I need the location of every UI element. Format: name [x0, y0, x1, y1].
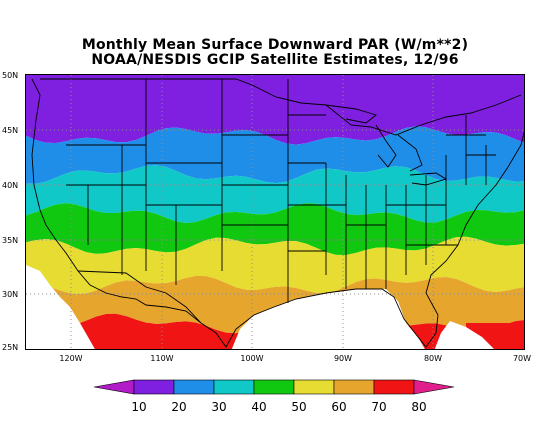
lat-label-45n: 45N — [2, 126, 19, 135]
lon-label-110w: 110W — [150, 354, 174, 363]
band-30-40 — [26, 165, 524, 223]
state-lines-west — [66, 79, 288, 285]
lon-label-80w: 80W — [423, 354, 443, 363]
colorbar-label-30: 30 — [211, 400, 227, 414]
hot-patch-0 — [96, 333, 116, 343]
colorbar-label-80: 80 — [411, 400, 427, 414]
colorbar-swatch-40-50 — [253, 379, 295, 395]
lat-label-25n: 25N — [2, 343, 19, 352]
lon-label-70w: 70W — [512, 354, 532, 363]
band-20-30 — [26, 126, 524, 184]
state-lines-central — [287, 79, 387, 303]
lat-label-35n: 35N — [2, 236, 19, 245]
state-lines-east — [386, 115, 496, 275]
band-40-50 — [26, 203, 524, 255]
lat-label-40n: 40N — [2, 181, 19, 190]
canada-border — [40, 78, 522, 136]
colorbar-swatch->80 — [413, 379, 455, 395]
map-title-line-2: NOAA/NESDIS GCIP Satellite Estimates, 12… — [91, 52, 459, 68]
colorbar-swatch-10-20 — [133, 379, 175, 395]
band-50-60 — [26, 236, 524, 295]
coastline-and-borders — [31, 78, 524, 348]
gulf-nodata-area — [231, 289, 425, 349]
colorbar-label-10: 10 — [131, 400, 147, 414]
lat-label-30n: 30N — [2, 290, 19, 299]
lon-label-90w: 90W — [333, 354, 353, 363]
map-title-line-1: Monthly Mean Surface Downward PAR (W/m**… — [81, 37, 469, 53]
colorbar-label-20: 20 — [171, 400, 187, 414]
pacific-nodata-area — [26, 265, 95, 349]
lon-label-120w: 120W — [59, 354, 83, 363]
colorbar-label-50: 50 — [291, 400, 307, 414]
hot-patch-1 — [121, 323, 151, 335]
lat-lon-graticule — [26, 75, 524, 349]
us-outline — [31, 78, 524, 348]
hot-patch-3 — [466, 323, 524, 337]
colorbar-swatch-50-60 — [293, 379, 335, 395]
lat-label-50n: 50N — [2, 71, 19, 80]
colorbar-label-70: 70 — [371, 400, 387, 414]
colorbar-swatch-20-30 — [173, 379, 215, 395]
colorbar-swatch-<10 — [94, 379, 135, 395]
colorbar-label-60: 60 — [331, 400, 347, 414]
great-lakes — [325, 104, 448, 186]
colorbar-swatch-70-80 — [373, 379, 415, 395]
band-10-20 — [26, 75, 524, 145]
map-panel — [25, 74, 525, 350]
par-field-map — [26, 75, 524, 349]
colorbar-swatch-30-40 — [213, 379, 255, 395]
caribbean-nodata-area — [434, 321, 494, 349]
lon-label-100w: 100W — [240, 354, 264, 363]
colorbar — [94, 379, 455, 395]
mexico-border — [77, 270, 202, 324]
colorbar-label-40: 40 — [251, 400, 267, 414]
colorbar-swatch-60-70 — [333, 379, 375, 395]
